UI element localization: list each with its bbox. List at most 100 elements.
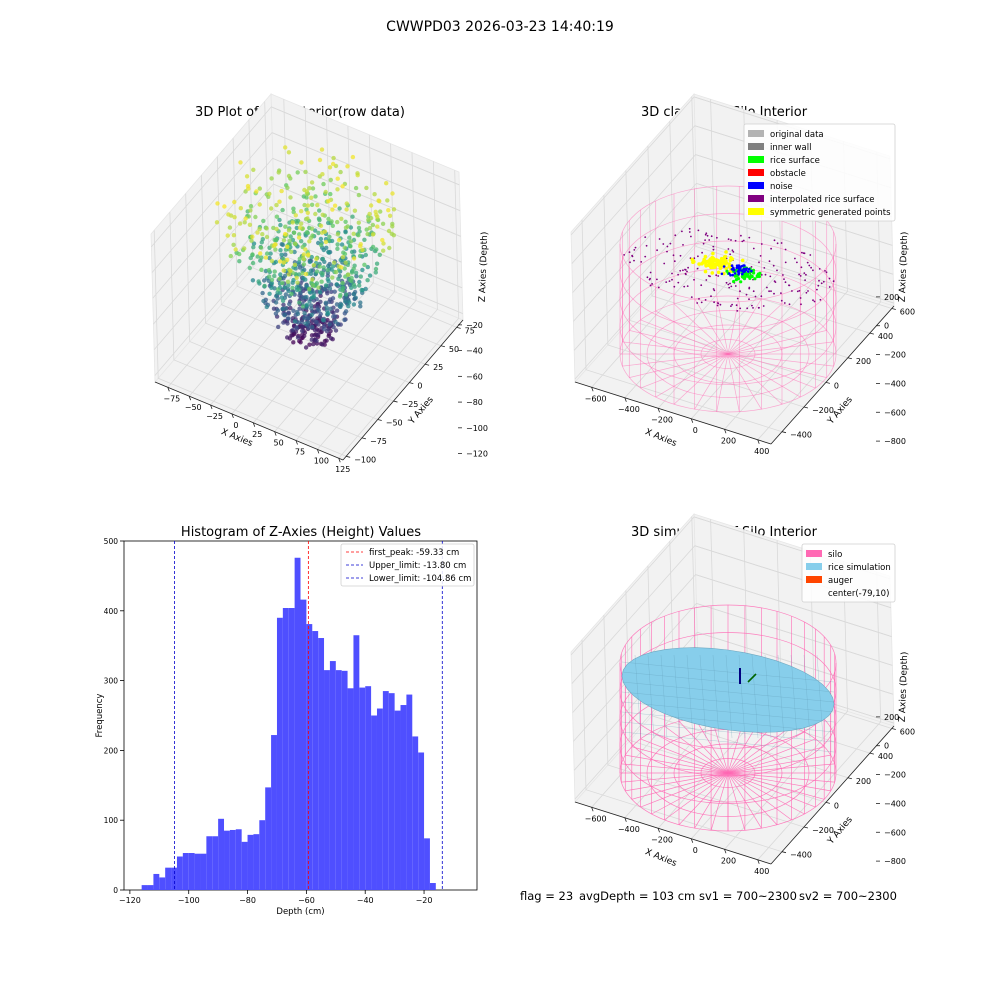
interpolated-rice-point — [819, 298, 822, 301]
classify-grid-y — [647, 145, 849, 359]
row-data-point — [303, 321, 308, 326]
classify-x-tick-label: −200 — [651, 415, 673, 424]
row-data-point — [299, 328, 305, 334]
classify-y-tick — [781, 431, 787, 434]
row-data-point — [304, 295, 309, 300]
row-data-point — [320, 172, 325, 177]
histogram-bar — [365, 686, 372, 890]
row-data-point — [370, 232, 376, 237]
interpolated-rice-point — [783, 278, 785, 280]
rice-simulation-mesh — [699, 654, 707, 739]
row-data-point — [309, 195, 314, 200]
row-data-point — [297, 232, 302, 237]
row-data-point — [290, 327, 296, 333]
symmetric-generated-point — [722, 258, 727, 262]
row-data-point — [335, 232, 341, 237]
row-data-grid-y — [216, 156, 410, 383]
row-data-point — [261, 298, 266, 304]
row-data-point — [282, 231, 288, 237]
row-data-point — [368, 203, 374, 208]
row-data-x-tick-label: 50 — [274, 439, 284, 448]
row-data-x-tick-label: 0 — [233, 421, 238, 430]
interpolated-rice-point — [807, 290, 809, 292]
row-data-point — [340, 255, 346, 260]
row-data-point — [271, 306, 277, 311]
row-data-point — [273, 300, 279, 305]
row-data-point — [261, 218, 266, 224]
classify-silo-ring — [619, 240, 837, 358]
classify-legend-swatch — [748, 169, 764, 176]
row-data-point — [359, 287, 364, 293]
noise-point — [732, 269, 736, 272]
simulation-y-tick — [869, 752, 874, 755]
row-data-x-tick-label: −25 — [206, 412, 223, 421]
classify-x-tick — [690, 418, 694, 423]
interpolated-rice-point — [798, 289, 801, 292]
row-data-point — [323, 239, 329, 245]
row-data-point — [356, 220, 361, 225]
classify-x-tick — [591, 387, 594, 392]
symmetric-generated-point — [710, 258, 714, 263]
simulation-y-tick-label: −400 — [790, 851, 812, 860]
interpolated-rice-point — [810, 266, 812, 269]
row-data-point — [327, 322, 332, 327]
row-data-point — [326, 326, 331, 332]
row-data-point — [264, 234, 270, 240]
row-data-point — [251, 245, 256, 250]
simulation-legend-swatch — [806, 576, 822, 583]
simulation-legend-frame — [801, 543, 896, 603]
simulation-x-tick — [724, 849, 727, 854]
rice-simulation-mesh — [647, 654, 655, 739]
row-data-point — [296, 320, 301, 325]
row-data-point — [315, 202, 320, 208]
row-data-point — [267, 291, 272, 296]
interpolated-rice-point — [716, 304, 719, 307]
row-data-point — [257, 186, 262, 191]
symmetric-generated-point — [691, 260, 695, 265]
classify-legend-swatch — [748, 208, 764, 215]
interpolated-rice-point — [706, 234, 709, 237]
simulation-grid-y — [603, 614, 805, 828]
row-data-point — [301, 262, 307, 267]
row-data-point — [297, 225, 303, 230]
interpolated-rice-point — [633, 249, 636, 251]
row-data-point — [317, 208, 322, 213]
classify-x-label: X Axies — [643, 427, 678, 449]
row-data-point — [374, 247, 379, 252]
simulation-y-tick-label: −200 — [812, 826, 834, 835]
histogram-bar — [218, 818, 225, 890]
row-data-point — [295, 280, 300, 285]
histogram-bar — [429, 883, 436, 890]
histogram-bar — [176, 856, 183, 890]
classify-x-tick-label: 400 — [754, 447, 769, 456]
row-data-point — [264, 304, 269, 310]
interpolated-rice-point — [715, 274, 718, 277]
histogram-bar — [159, 877, 166, 890]
row-data-point — [247, 222, 253, 227]
interpolated-rice-point — [649, 284, 652, 287]
row-data-point — [303, 247, 308, 252]
rice-simulation-mesh — [777, 654, 785, 739]
row-data-x-axis — [154, 381, 344, 461]
row-data-point — [307, 342, 312, 347]
simulation-legend-swatch — [806, 550, 822, 557]
noise-point — [746, 270, 750, 273]
interpolated-rice-point — [713, 289, 716, 292]
row-data-point — [250, 252, 255, 257]
row-data-point — [272, 269, 277, 274]
interpolated-rice-point — [730, 305, 732, 307]
row-data-point — [317, 264, 322, 269]
row-data-point — [384, 181, 389, 186]
row-data-point — [357, 283, 362, 288]
row-data-point — [312, 328, 318, 333]
row-data-point — [307, 299, 312, 304]
histogram-y-tick-label: 300 — [104, 677, 119, 686]
row-data-point — [390, 224, 395, 229]
row-data-point — [255, 254, 260, 259]
interpolated-rice-point — [681, 230, 683, 233]
interpolated-rice-point — [773, 280, 776, 282]
row-data-point — [311, 341, 316, 347]
row-data-point — [268, 251, 273, 256]
row-data-x-tick — [167, 387, 170, 392]
